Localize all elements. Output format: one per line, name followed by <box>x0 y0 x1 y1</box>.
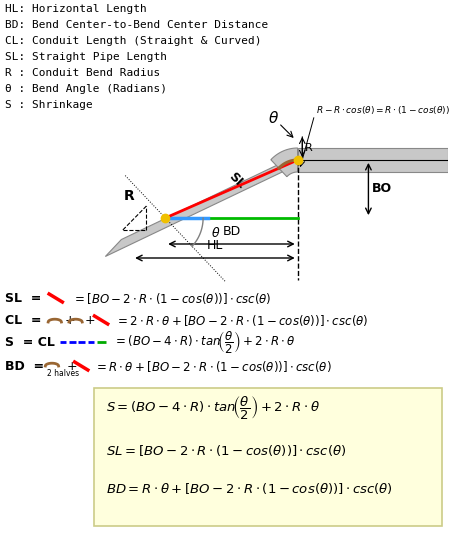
Text: $\theta$: $\theta$ <box>210 226 220 240</box>
Polygon shape <box>271 148 298 177</box>
Text: SL  =: SL = <box>5 292 41 305</box>
Text: CL: Conduit Length (Straight & Curved): CL: Conduit Length (Straight & Curved) <box>5 36 261 46</box>
Text: CL  =: CL = <box>5 313 41 327</box>
Polygon shape <box>105 151 306 256</box>
Text: BO: BO <box>372 182 392 195</box>
Text: $= (BO - 4 \cdot R) \cdot tan\!\left(\dfrac{\theta}{2}\right) + 2 \cdot R \cdot : $= (BO - 4 \cdot R) \cdot tan\!\left(\df… <box>113 329 296 355</box>
Text: $= 2 \cdot R \cdot \theta + \left[BO - 2 \cdot R \cdot (1 - cos(\theta))\right] : $= 2 \cdot R \cdot \theta + \left[BO - 2… <box>115 313 369 327</box>
Text: $= \left[BO - 2 \cdot R \cdot (1 - cos(\theta))\right] \cdot csc(\theta)$: $= \left[BO - 2 \cdot R \cdot (1 - cos(\… <box>72 291 271 306</box>
Text: $R - R \cdot cos(\theta) = R \cdot (1 - cos(\theta))$: $R - R \cdot cos(\theta) = R \cdot (1 - … <box>317 104 450 116</box>
Text: R: R <box>305 143 313 153</box>
Text: SL: Straight Pipe Length: SL: Straight Pipe Length <box>5 52 167 62</box>
Text: BD  =: BD = <box>5 360 44 373</box>
Text: HL: HL <box>207 239 223 252</box>
Text: BD: BD <box>222 225 241 238</box>
Text: $\theta$: $\theta$ <box>268 110 280 126</box>
Text: BD: Bend Center-to-Bend Center Distance: BD: Bend Center-to-Bend Center Distance <box>5 20 268 30</box>
Text: S  = CL: S = CL <box>5 335 55 348</box>
Text: $SL = \left[BO - 2 \cdot R \cdot (1 - cos(\theta))\right] \cdot csc(\theta)$: $SL = \left[BO - 2 \cdot R \cdot (1 - co… <box>106 443 346 458</box>
Text: S : Shrinkage: S : Shrinkage <box>5 100 92 110</box>
Text: R: R <box>124 189 135 203</box>
Text: $BD = R \cdot \theta + \left[BO - 2 \cdot R \cdot (1 - cos(\theta))\right] \cdot: $BD = R \cdot \theta + \left[BO - 2 \cdo… <box>106 480 393 496</box>
Text: θ : Bend Angle (Radians): θ : Bend Angle (Radians) <box>5 84 167 94</box>
Text: HL: Horizontal Length: HL: Horizontal Length <box>5 4 146 14</box>
Text: 2 halves: 2 halves <box>47 370 79 379</box>
Text: +: + <box>64 313 75 327</box>
Text: R : Conduit Bend Radius: R : Conduit Bend Radius <box>5 68 160 78</box>
Bar <box>298 148 448 172</box>
FancyBboxPatch shape <box>94 388 442 526</box>
Text: $= R \cdot \theta + \left[BO - 2 \cdot R \cdot (1 - cos(\theta))\right] \cdot cs: $= R \cdot \theta + \left[BO - 2 \cdot R… <box>94 359 332 373</box>
Text: $S = (BO - 4 \cdot R) \cdot tan\!\left(\dfrac{\theta}{2}\right) + 2 \cdot R \cdo: $S = (BO - 4 \cdot R) \cdot tan\!\left(\… <box>106 394 320 421</box>
Text: SL: SL <box>226 170 247 192</box>
Text: +: + <box>66 360 77 373</box>
Text: +: + <box>85 313 96 327</box>
